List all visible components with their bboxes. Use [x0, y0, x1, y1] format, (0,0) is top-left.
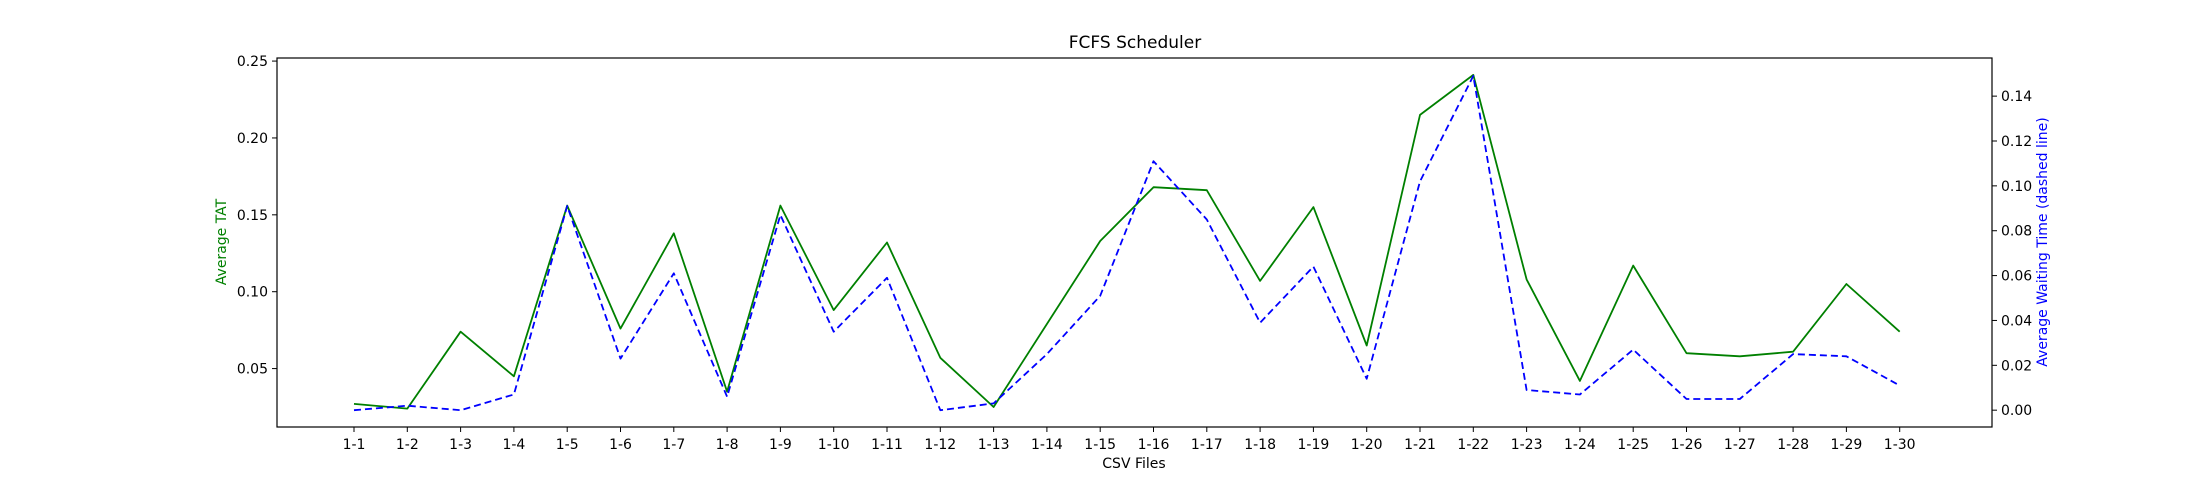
right-y-tick-label: 0.12 [2001, 134, 2032, 150]
x-tick-label: 1-25 [1617, 437, 1649, 453]
x-tick-label: 1-3 [449, 437, 472, 453]
x-tick-label: 1-27 [1724, 437, 1756, 453]
x-tick-label: 1-10 [818, 437, 850, 453]
x-tick-label: 1-18 [1244, 437, 1276, 453]
x-tick-label: 1-12 [924, 437, 956, 453]
right-y-tick-label: 0.06 [2001, 269, 2032, 285]
x-tick-label: 1-13 [978, 437, 1010, 453]
left-y-tick-label: 0.15 [237, 208, 268, 224]
x-tick-label: 1-2 [396, 437, 419, 453]
right-y-tick-label: 0.00 [2001, 403, 2032, 419]
left-y-tick-label: 0.25 [237, 54, 268, 70]
plot-area [353, 74, 1901, 412]
x-tick-label: 1-6 [609, 437, 632, 453]
right-y-axis-label: Average Waiting Time (dashed line) [2035, 117, 2051, 366]
x-tick-label: 1-1 [343, 437, 366, 453]
right-y-tick-label: 0.10 [2001, 179, 2032, 195]
x-tick-label: 1-7 [662, 437, 685, 453]
x-tick-label: 1-4 [502, 437, 525, 453]
left-y-axis-label: Average TAT [214, 198, 230, 285]
x-tick-label: 1-23 [1511, 437, 1543, 453]
right-y-tick-label: 0.08 [2001, 224, 2032, 240]
right-y-tick-label: 0.02 [2001, 358, 2032, 374]
tat-series-line [353, 74, 1901, 410]
chart-title: FCFS Scheduler [1069, 33, 1201, 53]
left-y-tick-label: 0.10 [237, 285, 268, 301]
x-tick-label: 1-29 [1831, 437, 1863, 453]
right-y-tick-label: 0.14 [2001, 89, 2032, 105]
x-tick-label: 1-21 [1404, 437, 1436, 453]
x-tick-label: 1-9 [769, 437, 792, 453]
x-tick-label: 1-11 [871, 437, 903, 453]
x-tick-label: 1-15 [1084, 437, 1116, 453]
x-tick-label: 1-20 [1351, 437, 1383, 453]
right-y-tick-label: 0.04 [2001, 313, 2032, 329]
x-tick-label: 1-19 [1298, 437, 1330, 453]
x-tick-label: 1-26 [1671, 437, 1703, 453]
plot-frame [276, 57, 1993, 428]
left-y-tick-label: 0.05 [237, 362, 268, 378]
x-tick-label: 1-24 [1564, 437, 1596, 453]
x-tick-label: 1-22 [1457, 437, 1489, 453]
x-tick-label: 1-5 [556, 437, 579, 453]
x-tick-label: 1-16 [1138, 437, 1170, 453]
x-tick-label: 1-30 [1884, 437, 1916, 453]
x-tick-label: 1-17 [1191, 437, 1223, 453]
x-tick-label: 1-28 [1777, 437, 1809, 453]
x-tick-label: 1-8 [716, 437, 739, 453]
left-y-tick-label: 0.20 [237, 131, 268, 147]
waiting-time-series-line [353, 75, 1901, 412]
x-axis-label: CSV Files [1102, 456, 1165, 472]
x-tick-label: 1-14 [1031, 437, 1063, 453]
